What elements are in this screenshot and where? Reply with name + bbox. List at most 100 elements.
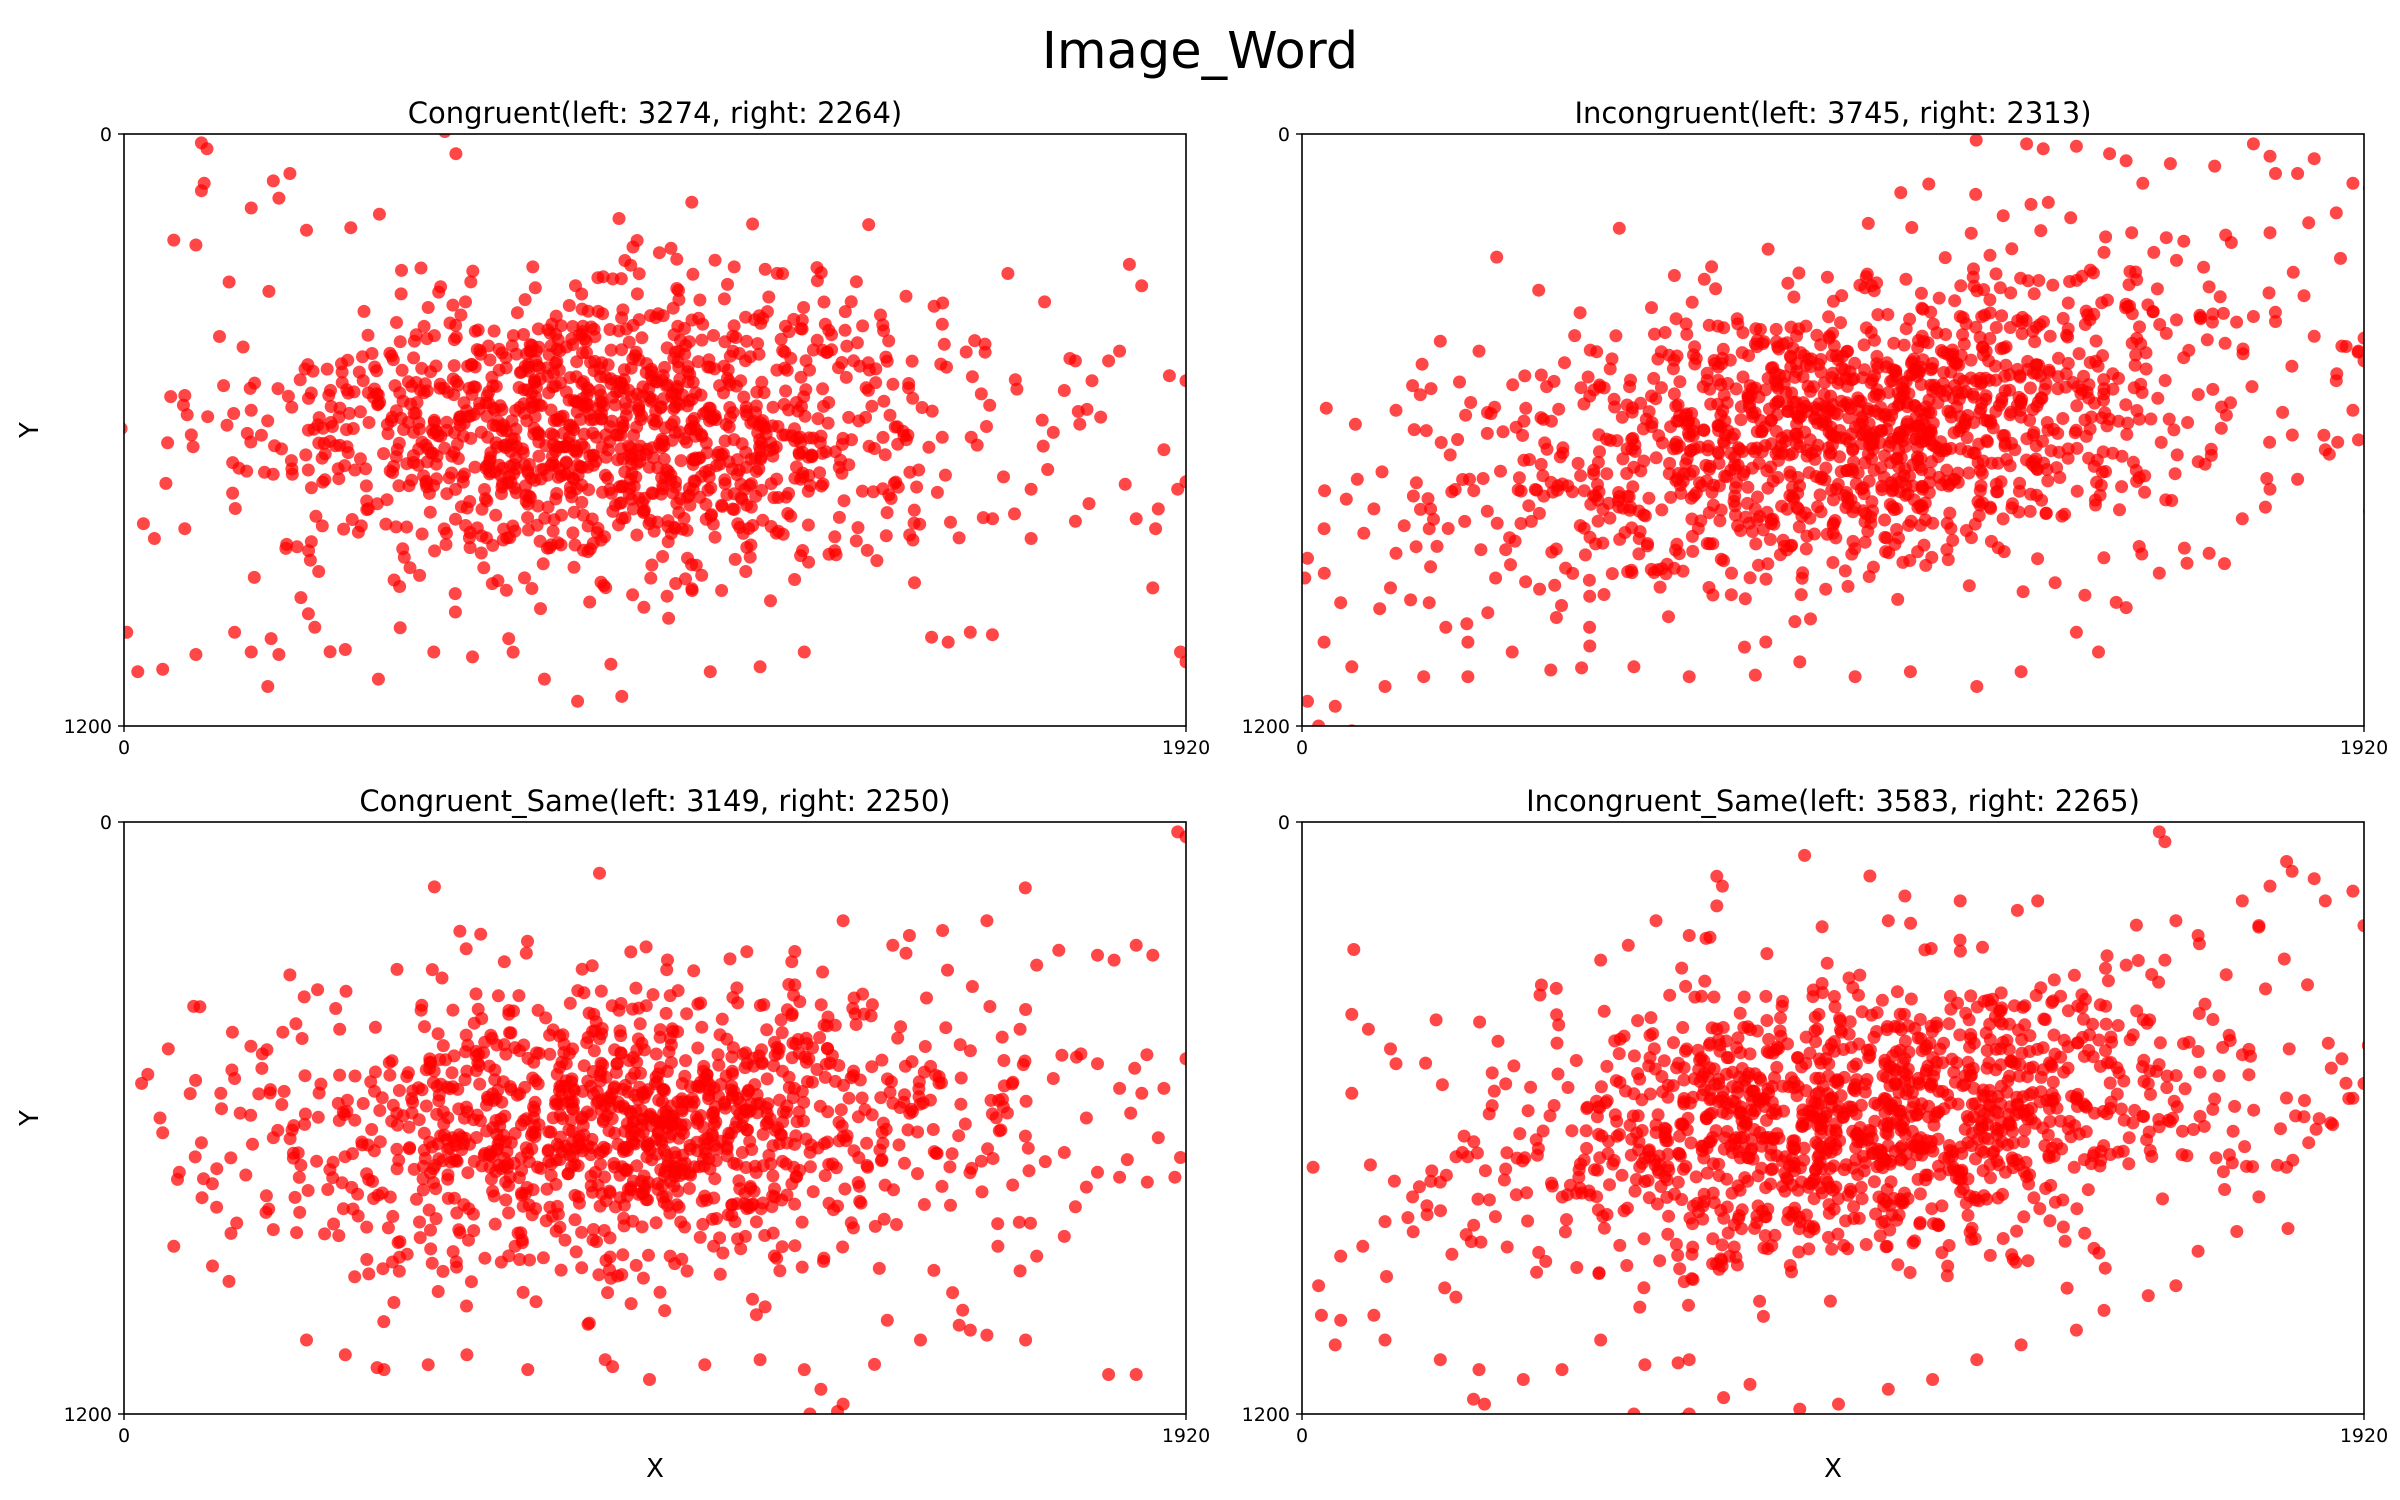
scatter-point [632, 267, 646, 281]
scatter-point [1593, 445, 1606, 459]
scatter-point [525, 582, 539, 595]
scatter-point [1302, 694, 1314, 708]
scatter-point [1760, 947, 1774, 961]
scatter-point [2374, 347, 2387, 360]
scatter-point [1919, 400, 1933, 414]
scatter-point [570, 355, 584, 369]
scatter-point [384, 414, 398, 428]
scatter-point [499, 1047, 513, 1061]
scatter-point [715, 499, 729, 513]
scatter-point [779, 1105, 793, 1119]
scatter-point [711, 448, 725, 462]
scatter-point [512, 989, 526, 1003]
scatter-point [469, 987, 483, 1001]
scatter-point [766, 1139, 780, 1153]
scatter-point [423, 1061, 437, 1075]
scatter-point [890, 1218, 903, 1231]
scatter-point [887, 476, 901, 490]
scatter-point [228, 1072, 242, 1085]
scatter-point [635, 1036, 649, 1050]
scatter-point [1818, 412, 1832, 426]
scatter-point [2044, 1178, 2058, 1192]
scatter-point [397, 550, 411, 564]
scatter-point [963, 625, 977, 639]
scatter-point [778, 345, 792, 359]
scatter-point [2092, 645, 2105, 659]
scatter-point [1401, 1211, 1415, 1225]
scatter-point [393, 335, 407, 349]
scatter-point [1389, 403, 1403, 417]
scatter-point [603, 1250, 617, 1264]
scatter-point [910, 480, 924, 494]
subplot-title: Incongruent(left: 3745, right: 2313) [1574, 96, 2091, 130]
scatter-point [2067, 1160, 2081, 1174]
scatter-point [1811, 438, 1825, 452]
scatter-point [798, 1050, 812, 1064]
scatter-point [342, 406, 356, 420]
scatter-point [413, 1215, 426, 1229]
scatter-point [1886, 483, 1900, 497]
scatter-point [2216, 1165, 2230, 1179]
scatter-point [707, 1239, 721, 1253]
scatter-point [563, 996, 577, 1010]
scatter-point [468, 360, 482, 374]
scatter-point [521, 934, 534, 948]
scatter-point [816, 965, 830, 979]
scatter-point [1241, 309, 1254, 322]
scatter-point [680, 523, 694, 537]
scatter-point [2010, 903, 2024, 917]
scatter-point [637, 600, 651, 614]
scatter-point [131, 665, 145, 679]
scatter-point [1764, 460, 1778, 474]
scatter-point [586, 1024, 599, 1038]
scatter-point [176, 398, 190, 412]
scatter-point [649, 1070, 663, 1084]
scatter-point [2280, 1091, 2293, 1105]
scatter-point [367, 1192, 381, 1205]
scatter-point [820, 1042, 834, 1055]
scatter-point [2023, 1029, 2037, 1043]
scatter-point [581, 1074, 595, 1088]
scatter-point [266, 467, 280, 481]
scatter-point [1022, 1164, 1036, 1178]
scatter-point [1741, 480, 1755, 494]
scatter-point [1670, 441, 1684, 455]
scatter-point [663, 1206, 677, 1220]
scatter-point [1550, 1036, 1564, 1050]
scatter-point [1874, 400, 1888, 414]
scatter-point [423, 1135, 437, 1149]
scatter-point [587, 364, 601, 378]
scatter-point [419, 1099, 433, 1113]
scatter-point [1780, 429, 1794, 443]
scatter-point [1489, 571, 1503, 585]
scatter-point [506, 645, 520, 659]
scatter-point [1875, 483, 1889, 497]
scatter-point [2163, 157, 2177, 171]
scatter-point [2130, 474, 2144, 488]
scatter-point [596, 307, 610, 321]
scatter-point [436, 1264, 450, 1278]
scatter-point [746, 1051, 760, 1065]
scatter-point [1422, 522, 1436, 536]
scatter-point [277, 1084, 291, 1098]
scatter-point [1917, 335, 1931, 349]
scatter-point [1764, 413, 1778, 427]
scatter-point [443, 316, 457, 330]
scatter-point [788, 1137, 802, 1151]
scatter-point [662, 1045, 676, 1059]
scatter-point [1972, 509, 1986, 523]
scatter-point [707, 329, 720, 342]
scatter-point [536, 557, 550, 571]
scatter-point [2027, 1191, 2041, 1205]
scatter-point [818, 317, 832, 331]
scatter-point [1404, 593, 1418, 607]
scatter-point [725, 1064, 739, 1078]
scatter-point [645, 558, 659, 572]
scatter-point [735, 437, 749, 451]
scatter-point [2119, 297, 2133, 311]
scatter-point [449, 330, 463, 344]
scatter-point [2307, 152, 2321, 166]
scatter-point [667, 402, 681, 416]
scatter-point [1424, 1174, 1438, 1188]
scatter-point [801, 518, 815, 532]
